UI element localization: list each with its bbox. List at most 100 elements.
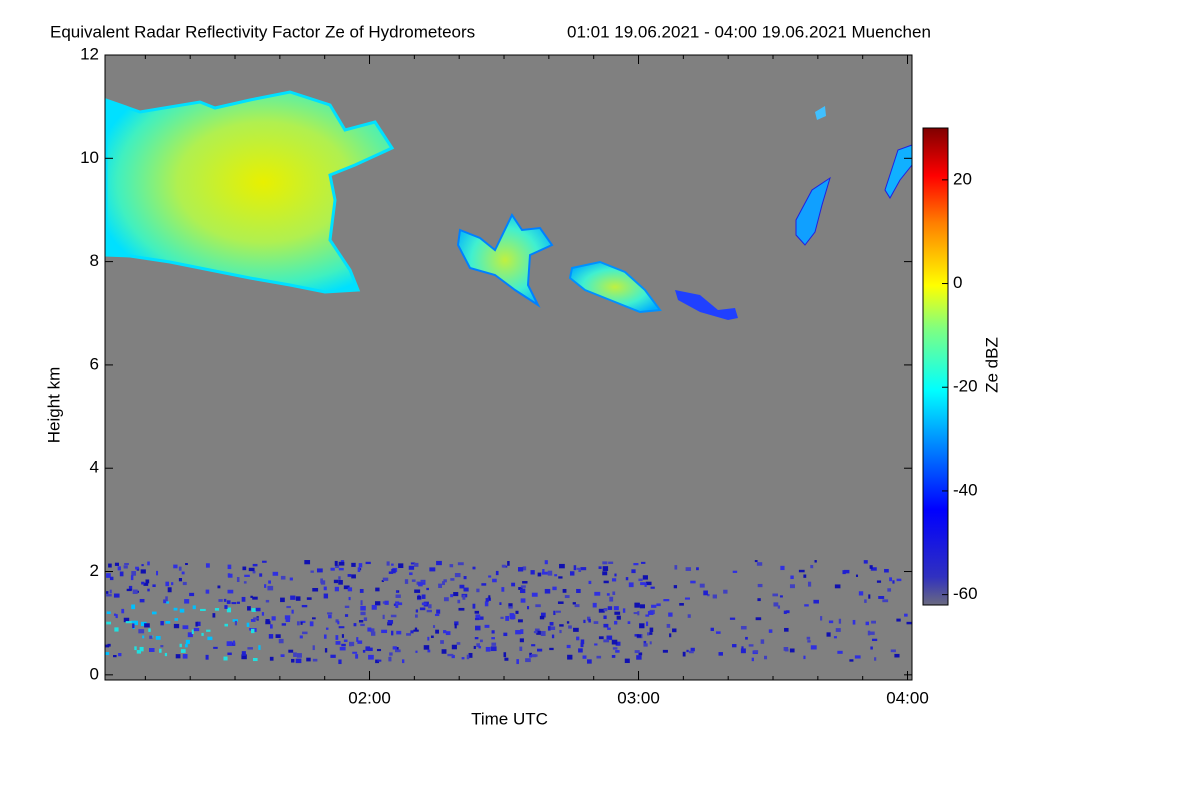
echo-speck: [890, 649, 896, 653]
echo-speck: [614, 611, 621, 615]
colorbar-label: Ze dBZ: [982, 337, 1001, 393]
echo-speck: [390, 614, 397, 618]
echo-speck: [874, 657, 877, 661]
echo-speck: [810, 645, 817, 650]
echo-speck: [355, 654, 359, 659]
echo-speck: [160, 621, 164, 626]
echo-speck: [541, 571, 548, 575]
echo-speck: [226, 607, 232, 613]
echo-speck: [499, 602, 502, 606]
echo-speck: [218, 599, 223, 602]
echo-speck: [611, 578, 617, 582]
echo-speck: [572, 602, 576, 605]
echo-speck: [674, 565, 678, 570]
echo-speck: [666, 623, 671, 628]
echo-speck: [459, 584, 465, 589]
echo-speck: [649, 627, 654, 632]
echo-speck: [603, 607, 608, 612]
echo-speck: [392, 646, 397, 650]
echo-speck: [114, 627, 119, 632]
echo-speck: [447, 653, 454, 657]
echo-speck: [387, 619, 394, 624]
echo-speck: [476, 588, 480, 593]
echo-region: [815, 106, 826, 120]
echo-speck: [291, 609, 294, 614]
echo-speck: [729, 617, 736, 620]
echo-speck: [171, 582, 174, 586]
echo-speck: [165, 581, 170, 587]
echo-speck: [833, 636, 837, 639]
echo-speck: [382, 577, 389, 581]
echo-speck: [344, 605, 350, 609]
echo-speck: [542, 568, 545, 574]
echo-speck: [837, 650, 843, 654]
echo-speck: [165, 621, 171, 624]
echo-speck: [603, 580, 609, 584]
echo-speck: [410, 562, 416, 565]
echo-speck: [517, 619, 523, 623]
echo-speck: [128, 585, 133, 591]
echo-speck: [252, 596, 258, 600]
echo-speck: [789, 584, 795, 589]
echo-speck: [554, 574, 558, 577]
echo-speck: [844, 569, 850, 574]
echo-speck: [106, 611, 111, 615]
echo-speck: [252, 657, 258, 662]
echo-speck: [456, 642, 461, 645]
echo-speck: [614, 573, 617, 577]
echo-speck: [868, 631, 875, 635]
echo-speck: [241, 654, 247, 660]
echo-speck: [343, 639, 348, 642]
echo-speck: [755, 617, 762, 621]
echo-speck: [328, 614, 332, 619]
echo-speck: [163, 599, 167, 604]
echo-speck: [549, 647, 554, 651]
echo-speck: [814, 560, 817, 563]
echo-speck: [236, 601, 240, 604]
echo-speck: [356, 637, 359, 642]
echo-speck: [201, 632, 204, 636]
echo-speck: [779, 595, 783, 598]
echo-speck: [476, 643, 480, 648]
echo-speck: [436, 609, 441, 614]
echo-speck: [236, 577, 240, 583]
echo-speck: [612, 591, 616, 595]
echo-speck: [662, 649, 668, 653]
echo-speck: [224, 605, 228, 609]
echo-speck: [592, 602, 597, 608]
echo-speck: [443, 597, 449, 602]
echo-speck: [139, 646, 144, 652]
echo-speck: [418, 582, 423, 587]
echo-speck: [296, 653, 302, 658]
echo-speck: [628, 582, 634, 588]
echo-speck: [611, 655, 616, 658]
echo-speck: [525, 658, 531, 663]
echo-speck: [835, 628, 841, 632]
echo-speck: [300, 621, 303, 625]
echo-speck: [123, 617, 130, 623]
echo-speck: [370, 628, 375, 633]
echo-speck: [360, 623, 365, 627]
echo-speck: [566, 644, 571, 649]
echo-speck: [864, 599, 867, 603]
echo-speck: [391, 568, 396, 574]
echo-speck: [449, 564, 454, 568]
echo-speck: [417, 595, 421, 600]
echo-speck: [740, 648, 746, 654]
echo-speck: [179, 608, 185, 613]
echo-speck: [606, 635, 613, 640]
echo-speck: [751, 657, 754, 662]
echo-speck: [649, 641, 652, 645]
echo-speck: [247, 606, 251, 611]
echo-speck: [807, 581, 812, 587]
echo-speck: [511, 582, 516, 587]
echo-speck: [131, 571, 137, 576]
echo-speck: [562, 588, 567, 593]
echo-speck: [106, 594, 112, 597]
echo-speck: [478, 645, 482, 649]
echo-speck: [148, 648, 155, 652]
echo-speck: [520, 629, 524, 635]
echo-speck: [707, 593, 710, 597]
y-tick-label: 10: [80, 148, 99, 167]
echo-speck: [296, 621, 300, 626]
